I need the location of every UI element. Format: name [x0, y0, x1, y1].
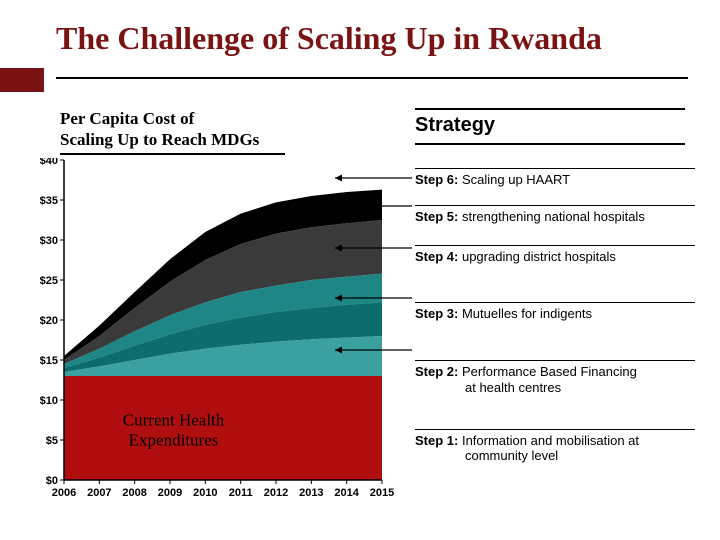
xtick-label: 2011 — [229, 487, 253, 499]
ytick-label: $25 — [40, 275, 58, 287]
xtick-label: 2009 — [158, 487, 182, 499]
stacked-area-chart: $0 $5 $10 $15 $20 $25 $30 $35 $40 2006 2007 2008 200… — [30, 158, 400, 518]
ytick-label: $10 — [40, 395, 58, 407]
step-item: Step 5: strengthening national hospitals — [415, 205, 695, 228]
strategy-steps: Step 6: Scaling up HAART Step 5: strength… — [415, 168, 695, 467]
chart-title-line2: Scaling Up to Reach MDGs — [60, 130, 259, 149]
xtick-label: 2006 — [52, 487, 76, 499]
ytick-label: $20 — [40, 315, 58, 327]
xtick-label: 2010 — [193, 487, 217, 499]
xtick-label: 2012 — [264, 487, 288, 499]
step-label: Step 3: — [415, 306, 462, 321]
step-text: strengthening national hospitals — [462, 209, 645, 224]
step-item: Step 4: upgrading district hospitals — [415, 245, 695, 268]
step-item: Step 6: Scaling up HAART — [415, 168, 695, 191]
xtick-label: 2008 — [122, 487, 146, 499]
chart-title: Per Capita Cost of Scaling Up to Reach M… — [60, 108, 285, 155]
xtick-label: 2007 — [87, 487, 111, 499]
ytick-label: $5 — [46, 435, 58, 447]
ytick-label: $15 — [40, 355, 58, 367]
slide-title: The Challenge of Scaling Up in Rwanda — [56, 20, 688, 79]
inchart-label-line1: Current Health — [123, 411, 225, 430]
xtick-label: 2014 — [334, 487, 359, 499]
step-label: Step 5: — [415, 209, 462, 224]
ytick-label: $30 — [40, 235, 58, 247]
step-label: Step 4: — [415, 249, 462, 264]
slide: The Challenge of Scaling Up in Rwanda Pe… — [0, 0, 720, 540]
xtick-label: 2015 — [370, 487, 394, 499]
step-label: Step 1: — [415, 433, 462, 448]
strategy-header: Strategy — [415, 108, 685, 145]
ytick-label: $40 — [40, 158, 58, 167]
step-label: Step 6: — [415, 172, 462, 187]
step-text: Information and mobilisation at — [462, 433, 639, 448]
step-text: Scaling up HAART — [462, 172, 570, 187]
chart-area: $0 $5 $10 $15 $20 $25 $30 $35 $40 2006 2007 2008 200… — [30, 158, 400, 518]
chart-title-line1: Per Capita Cost of — [60, 109, 194, 128]
ytick-label: $35 — [40, 195, 58, 207]
step-text-cont: community level — [415, 448, 695, 464]
step-item: Step 3: Mutuelles for indigents — [415, 302, 695, 325]
ytick-label: $0 — [46, 475, 58, 487]
step-text: Performance Based Financing — [462, 364, 637, 379]
step-text: upgrading district hospitals — [462, 249, 616, 264]
xtick-label: 2013 — [299, 487, 323, 499]
step-label: Step 2: — [415, 364, 462, 379]
step-item: Step 1: Information and mobilisation atc… — [415, 429, 695, 467]
inchart-label-line2: Expenditures — [129, 431, 219, 450]
accent-bar — [0, 68, 44, 92]
step-item: Step 2: Performance Based Financingat he… — [415, 360, 695, 398]
step-text-cont: at health centres — [415, 380, 695, 396]
step-text: Mutuelles for indigents — [462, 306, 592, 321]
